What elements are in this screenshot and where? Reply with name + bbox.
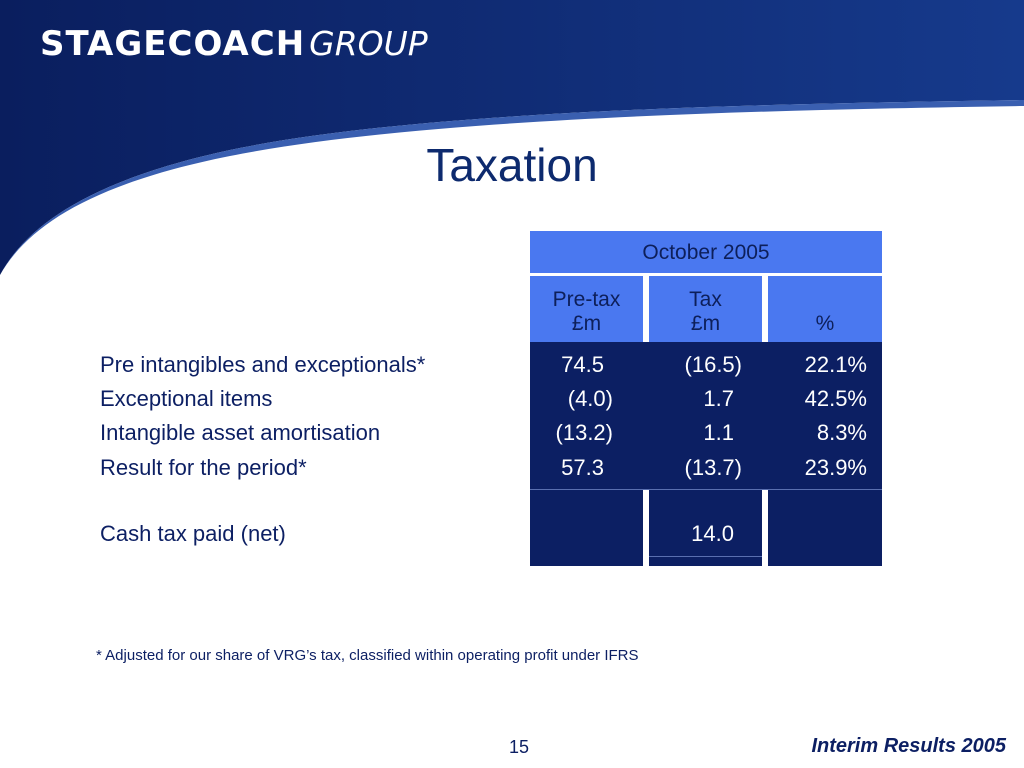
pct-value: 8.3% [816, 420, 867, 445]
column-body-pretax [530, 342, 643, 566]
pretax-value: (4.0) [567, 386, 613, 411]
column-header-pretax: Pre-tax £m [530, 276, 643, 342]
table-column-gap [643, 342, 649, 490]
logo-sub-text: GROUP [309, 24, 428, 63]
cash-tax-value: 14.0 [691, 521, 734, 546]
column-header-pct-line2: % [815, 312, 835, 335]
row-label: Pre intangibles and exceptionals* [100, 352, 426, 377]
column-header-tax-line2: £m [690, 312, 721, 335]
column-header-pretax-line1: Pre-tax [552, 288, 621, 311]
pct-value: 23.9% [804, 455, 867, 480]
pretax-value: 74.5 [561, 352, 604, 377]
row-label-cash-tax: Cash tax paid (net) [100, 521, 286, 546]
pretax-value: (13.2) [555, 420, 613, 445]
table-separator [649, 556, 762, 557]
stagecoach-logo: STAGECOACH GROUP [40, 24, 428, 74]
pct-value: 22.1% [804, 352, 867, 377]
footer-title: Interim Results 2005 [811, 735, 1006, 757]
row-label: Result for the period* [100, 455, 307, 480]
tax-value: (13.7) [684, 455, 742, 480]
period-header: October 2005 [530, 231, 882, 273]
pretax-value: 57.3 [561, 455, 604, 480]
logo-main-text: STAGECOACH [40, 24, 306, 64]
tax-value: 1.7 [703, 386, 734, 411]
table-column-gap [762, 342, 768, 490]
page-title: Taxation [426, 139, 598, 191]
column-header-pct: % [768, 276, 882, 342]
column-body-pct [768, 342, 882, 566]
table-separator [530, 489, 882, 490]
column-header-pretax-line2: £m [571, 312, 602, 335]
page-number: 15 [509, 737, 530, 757]
row-label: Intangible asset amortisation [100, 420, 381, 445]
period-header-label: October 2005 [642, 241, 770, 264]
column-header-tax-line1: Tax [689, 288, 722, 311]
pct-value: 42.5% [804, 386, 867, 411]
column-header-tax: Tax £m [649, 276, 762, 342]
footnote: * Adjusted for our share of VRG’s tax, c… [96, 647, 639, 664]
row-label: Exceptional items [100, 386, 273, 411]
column-header-pct-line1 [768, 288, 882, 312]
tax-value: 1.1 [703, 420, 734, 445]
tax-value: (16.5) [684, 352, 742, 377]
column-body-tax [649, 342, 762, 566]
